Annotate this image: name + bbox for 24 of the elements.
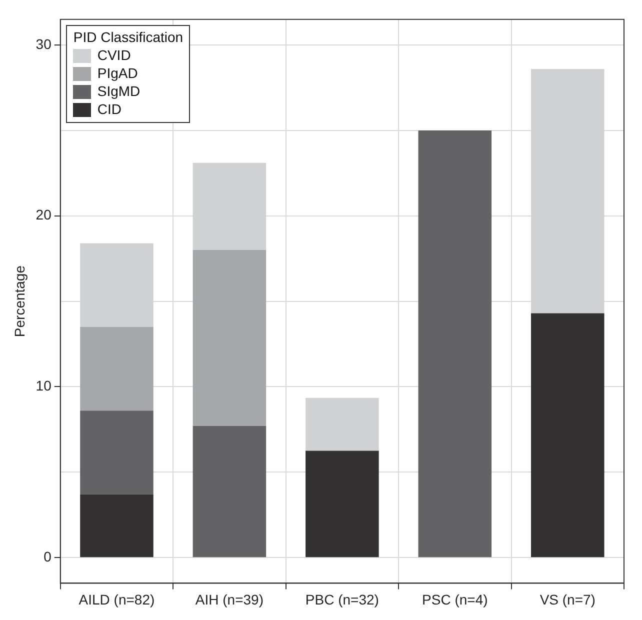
bar — [306, 450, 379, 558]
y-axis-title: Percentage — [11, 265, 28, 338]
bar — [531, 313, 604, 558]
y-tick-label: 20 — [36, 206, 52, 223]
bar — [80, 326, 154, 411]
bar — [418, 130, 492, 558]
legend-label: PIgAD — [97, 65, 138, 82]
legend-label: CID — [97, 101, 122, 118]
legend-label: SIgMD — [97, 83, 140, 100]
x-tick-label: AIH (n=39) — [195, 591, 264, 608]
bar — [80, 494, 154, 558]
bar — [306, 398, 379, 451]
bar — [192, 250, 266, 426]
x-tick-label: VS (n=7) — [540, 591, 596, 608]
x-tick-label: PSC (n=4) — [422, 591, 488, 608]
y-tick-label: 0 — [44, 548, 52, 564]
legend-title: PID Classification — [73, 29, 184, 46]
y-tick-label: 10 — [36, 378, 52, 394]
bar — [192, 426, 266, 558]
bar — [80, 410, 154, 494]
x-tick-label: PBC (n=32) — [305, 591, 379, 608]
y-tick-label: 30 — [36, 36, 52, 52]
legend-label: CVID — [97, 47, 131, 64]
x-tick-label: AILD (n=82) — [78, 591, 155, 608]
